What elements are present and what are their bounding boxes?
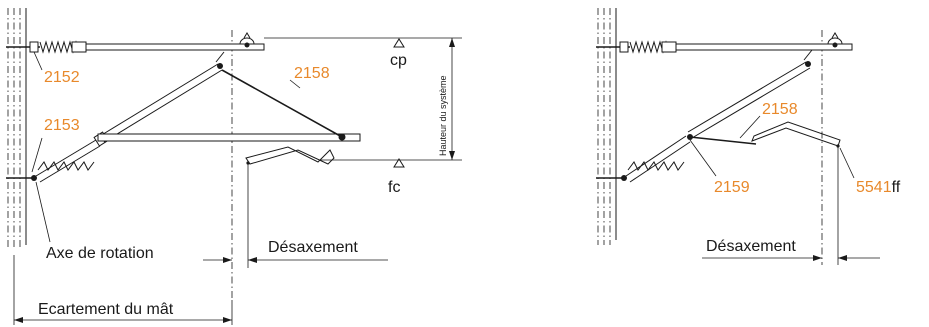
left-top-tube [6, 32, 265, 54]
left-mast [7, 8, 27, 250]
right-cantilever-drawing: 2158 2159 5541ff Désaxement [596, 8, 901, 265]
right-registration-arm [689, 121, 841, 265]
right-ref-5541-number: 5541 [856, 179, 892, 196]
right-ref-5541: 5541ff [856, 179, 901, 196]
left-offset-dimension [203, 250, 388, 268]
right-ref-2158: 2158 [762, 101, 798, 118]
left-cantilever-drawing: 2152 2153 2158 cp fc Hauteur du système … [6, 8, 462, 325]
left-fc-label: fc [388, 179, 400, 196]
right-ref-5541-suffix: ff [892, 179, 901, 196]
right-offset-dimension [702, 255, 880, 261]
left-ref-2152: 2152 [44, 69, 80, 86]
left-mast-spacing-dimension [13, 255, 233, 325]
right-diagonal-tube [596, 49, 813, 183]
left-system-height-dimension [449, 38, 455, 160]
left-diagonal-tube [6, 51, 225, 183]
left-rotation-axis-label: Axe de rotation [46, 245, 154, 262]
right-offset-label: Désaxement [706, 238, 796, 255]
left-registration-tube [97, 69, 361, 142]
left-ref-2153: 2153 [44, 117, 80, 134]
left-registration-arm [245, 146, 335, 250]
right-ref-2159: 2159 [714, 179, 750, 196]
left-cp-label: cp [390, 52, 407, 69]
right-top-tube [596, 32, 853, 54]
left-system-height-label: Hauteur du système [438, 75, 448, 156]
right-mast [597, 8, 617, 245]
left-mast-spacing-label: Ecartement du mât [38, 301, 174, 318]
left-ref-2158: 2158 [294, 65, 330, 82]
left-cp-marker [264, 37, 462, 168]
left-offset-label: Désaxement [268, 239, 358, 256]
